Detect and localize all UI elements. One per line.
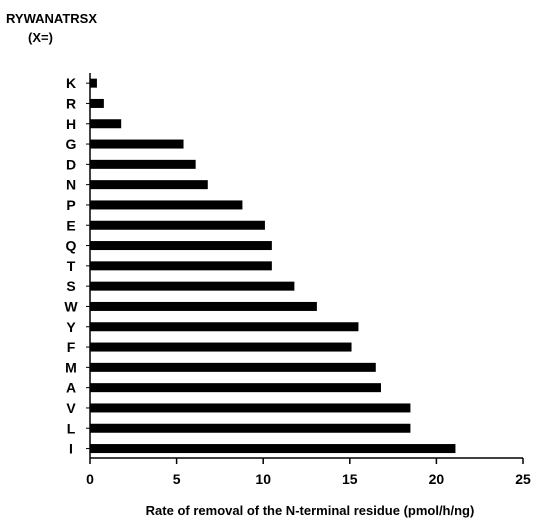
category-label-P: P — [66, 197, 75, 213]
category-label-R: R — [66, 95, 76, 111]
bar-A — [90, 383, 381, 393]
x-ticks: 0 5 10 15 20 25 — [86, 458, 531, 487]
bar-M — [90, 362, 376, 372]
bars-layer — [90, 78, 456, 454]
x-tick-label-15: 15 — [342, 471, 358, 487]
x-tick-label-25: 25 — [515, 471, 531, 487]
bar-N — [90, 180, 208, 190]
bar-G — [90, 139, 184, 149]
bar-T — [90, 261, 272, 271]
bar-E — [90, 220, 265, 230]
category-label-D: D — [66, 156, 76, 172]
x-tick-label-10: 10 — [255, 471, 271, 487]
category-label-T: T — [67, 258, 76, 274]
bar-V — [90, 403, 411, 413]
category-label-K: K — [66, 75, 76, 91]
category-label-L: L — [67, 420, 76, 436]
category-label-I: I — [69, 441, 73, 457]
x-tick-label-5: 5 — [173, 471, 181, 487]
bar-Y — [90, 322, 359, 332]
x-tick-label-0: 0 — [86, 471, 94, 487]
category-label-Q: Q — [66, 238, 77, 254]
category-label-V: V — [66, 400, 76, 416]
category-label-M: M — [65, 359, 77, 375]
bar-Q — [90, 241, 272, 251]
bar-I — [90, 444, 456, 454]
category-label-A: A — [66, 380, 76, 396]
bar-P — [90, 200, 243, 210]
category-label-H: H — [66, 116, 76, 132]
bar-L — [90, 423, 411, 433]
category-label-F: F — [67, 339, 76, 355]
bar-D — [90, 159, 196, 169]
category-label-G: G — [66, 136, 77, 152]
x-tick-label-20: 20 — [429, 471, 445, 487]
bar-H — [90, 119, 122, 129]
category-label-N: N — [66, 177, 76, 193]
category-label-Y: Y — [66, 319, 76, 335]
category-label-S: S — [66, 278, 75, 294]
bar-S — [90, 281, 295, 291]
category-label-W: W — [64, 298, 78, 314]
bar-F — [90, 342, 352, 352]
bar-R — [90, 98, 104, 108]
bar-W — [90, 301, 317, 311]
chart-title-line1: RYWANATRSX — [6, 11, 97, 26]
chart-title-line2: (X=) — [28, 30, 53, 45]
bar-K — [90, 78, 97, 88]
x-axis-label: Rate of removal of the N-terminal residu… — [146, 503, 475, 518]
category-label-E: E — [66, 217, 75, 233]
